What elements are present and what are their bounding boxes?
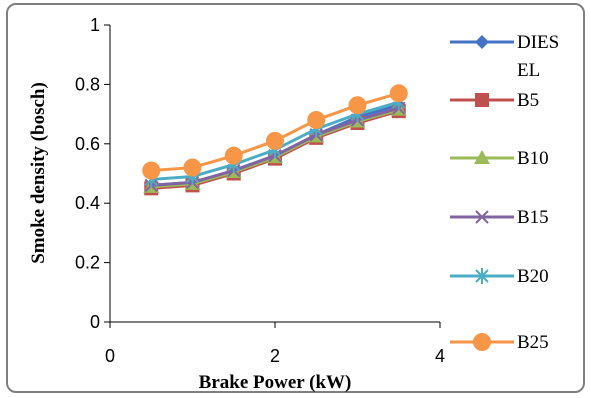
legend-item-b15: B15: [450, 207, 549, 228]
y-tick-label: 0.2: [75, 253, 100, 273]
x-tick-label: 0: [105, 346, 115, 366]
legend-marker: [475, 35, 489, 49]
y-tick-label: 0.6: [75, 134, 100, 154]
legend-label: EL: [517, 60, 540, 81]
data-point: [266, 131, 284, 150]
series-b25: [142, 84, 408, 180]
y-tick-label: 1: [90, 15, 100, 35]
data-point: [142, 161, 161, 180]
y-tick-label: 0.4: [75, 193, 100, 213]
legend-item-b5: B5: [450, 90, 539, 111]
legend-label: B15: [517, 207, 549, 228]
y-tick-label: 0.8: [75, 74, 100, 94]
x-tick-label: 2: [270, 346, 280, 366]
legend-label: B10: [517, 148, 549, 169]
legend-label: DIES: [517, 32, 559, 53]
data-point: [307, 111, 326, 130]
legend-label: B25: [517, 332, 549, 353]
legend-label: B20: [517, 266, 549, 287]
legend-marker: [475, 268, 489, 284]
legend-label: B5: [517, 90, 539, 111]
chart-frame: [6, 3, 585, 393]
data-point: [348, 96, 367, 115]
y-axis-title: Smoke density (bosch): [28, 82, 49, 264]
legend-marker: [473, 333, 491, 351]
data-point: [224, 146, 243, 165]
legend-item-b25: B25: [450, 332, 549, 353]
legend: DIES EL B5 B10 B15 B20 B25: [450, 32, 559, 353]
data-point: [183, 158, 202, 177]
legend-marker: [474, 150, 490, 164]
data-point: [389, 84, 408, 103]
series-group: [142, 84, 408, 196]
x-axis-title: Brake Power (kW): [199, 372, 352, 393]
legend-item-b10: B10: [450, 148, 549, 169]
y-tick-label: 0: [90, 312, 100, 332]
ticks: 0 0.2 0.4 0.6 0.8 1 0 2 4: [75, 15, 445, 366]
legend-item-diesel: DIES EL: [450, 32, 559, 81]
legend-marker: [475, 210, 489, 224]
legend-item-b20: B20: [450, 266, 549, 287]
legend-marker: [475, 93, 489, 107]
x-tick-label: 4: [435, 346, 445, 366]
